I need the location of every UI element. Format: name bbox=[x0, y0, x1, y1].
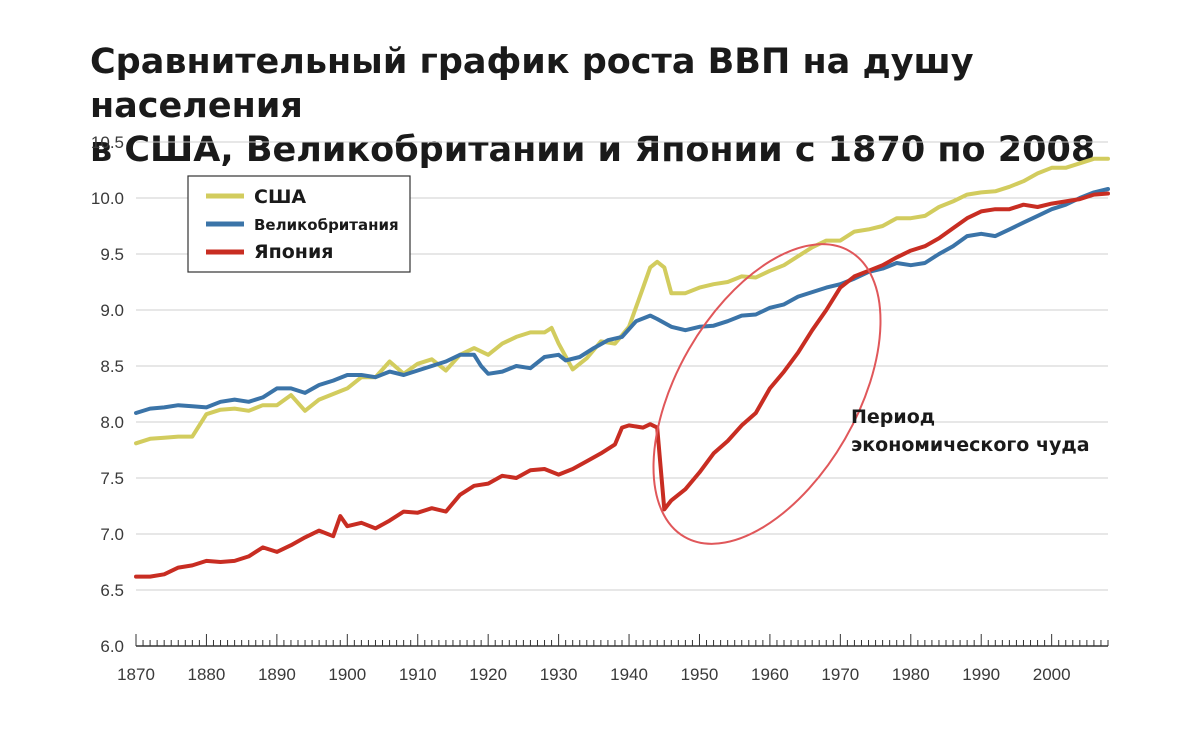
x-tick-label-1900: 1900 bbox=[328, 665, 366, 684]
y-tick-label-9.0: 9.0 bbox=[100, 301, 124, 320]
y-tick-label-8.5: 8.5 bbox=[100, 357, 124, 376]
x-tick-label-1870: 1870 bbox=[117, 665, 155, 684]
annotation-line-1: Период bbox=[851, 406, 935, 428]
y-tick-label-7.0: 7.0 bbox=[100, 525, 124, 544]
y-tick-label-9.5: 9.5 bbox=[100, 245, 124, 264]
x-tick-label-1970: 1970 bbox=[821, 665, 859, 684]
legend-label-usa: США bbox=[254, 186, 306, 208]
x-tick-label-1950: 1950 bbox=[681, 665, 719, 684]
x-tick-label-1920: 1920 bbox=[469, 665, 507, 684]
y-axis: 6.0 6.5 7.0 7.5 8.0 8.5 9.0 9.5 10.0 10.5 bbox=[91, 133, 124, 656]
x-tick-label-1930: 1930 bbox=[540, 665, 578, 684]
y-tick-label-10.5: 10.5 bbox=[91, 133, 124, 152]
x-tick-label-1960: 1960 bbox=[751, 665, 789, 684]
y-tick-label-7.5: 7.5 bbox=[100, 469, 124, 488]
chart-title: Сравнительный график роста ВВП на душу н… bbox=[90, 40, 1170, 172]
x-axis: 1870 1880 1890 1900 1910 1920 1930 1940 1950 1960… bbox=[117, 634, 1109, 684]
x-tick-label-1940: 1940 bbox=[610, 665, 648, 684]
x-tick-label-1990: 1990 bbox=[962, 665, 1000, 684]
x-tick-label-2000: 2000 bbox=[1033, 665, 1071, 684]
y-tick-label-6.5: 6.5 bbox=[100, 581, 124, 600]
x-tick-label-1980: 1980 bbox=[892, 665, 930, 684]
grid-lines bbox=[136, 141, 1108, 647]
series-line-uk bbox=[134, 187, 1110, 415]
annotation-line-2: экономического чуда bbox=[851, 434, 1090, 456]
chart-title-line-2: в США, Великобритании и Японии с 1870 по… bbox=[90, 130, 1096, 170]
x-tick-label-1880: 1880 bbox=[188, 665, 226, 684]
legend-label-uk: Великобритания bbox=[254, 216, 399, 234]
x-tick-label-1910: 1910 bbox=[399, 665, 437, 684]
y-tick-label-8.0: 8.0 bbox=[100, 413, 124, 432]
miracle-highlight-ellipse bbox=[652, 243, 882, 545]
chart-title-line-1: Сравнительный график роста ВВП на душу н… bbox=[90, 42, 974, 126]
series-line-japan bbox=[134, 191, 1110, 579]
y-tick-label-10.0: 10.0 bbox=[91, 189, 124, 208]
x-tick-label-1890: 1890 bbox=[258, 665, 296, 684]
y-tick-label-6.0: 6.0 bbox=[100, 637, 124, 656]
series-lines bbox=[134, 156, 1110, 579]
legend: США Великобритания Япония bbox=[187, 175, 411, 273]
legend-label-japan: Япония bbox=[254, 241, 333, 263]
